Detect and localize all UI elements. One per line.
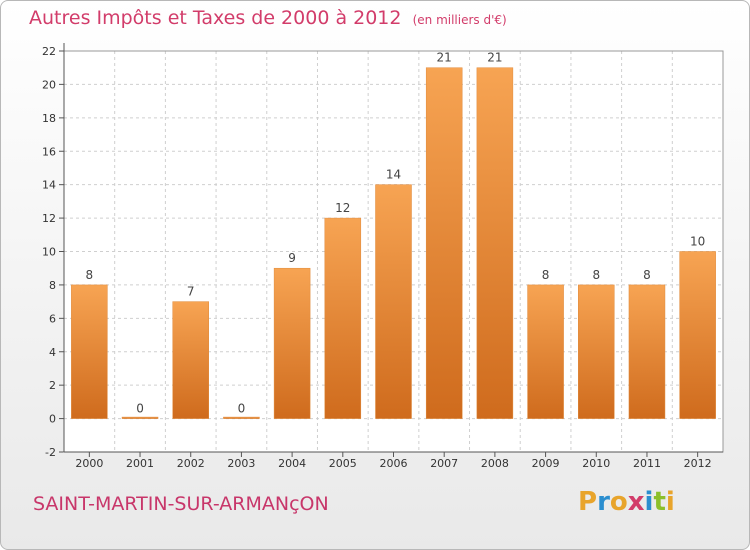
logo-letter: r bbox=[597, 487, 610, 517]
logo-letter: x bbox=[627, 487, 645, 517]
logo-letter: i bbox=[665, 487, 675, 517]
x-tick-label: 2010 bbox=[582, 457, 610, 470]
bar-2007[interactable] bbox=[425, 67, 463, 419]
data-label: 12 bbox=[335, 201, 350, 215]
x-tick-label: 2000 bbox=[75, 457, 103, 470]
data-label: 0 bbox=[136, 402, 144, 416]
y-tick-label: 4 bbox=[49, 346, 56, 359]
data-label: 10 bbox=[690, 235, 705, 249]
axes bbox=[59, 43, 724, 457]
x-tick-label: 2009 bbox=[532, 457, 560, 470]
bar-2012[interactable] bbox=[679, 251, 716, 419]
logo-letter: t bbox=[653, 487, 666, 517]
bar-2006[interactable] bbox=[375, 184, 412, 419]
y-tick-label: 10 bbox=[42, 246, 56, 259]
y-tick-label: 8 bbox=[49, 279, 56, 292]
x-tick-label: 2004 bbox=[278, 457, 306, 470]
x-tick-label: 2001 bbox=[126, 457, 154, 470]
x-tick-label: 2007 bbox=[430, 457, 458, 470]
logo-letter: o bbox=[609, 487, 628, 517]
bar-2008[interactable] bbox=[476, 67, 514, 419]
y-tick-label: 12 bbox=[42, 212, 56, 225]
y-tick-label: 16 bbox=[42, 145, 56, 158]
x-tick-label: 2008 bbox=[481, 457, 509, 470]
proxiti-logo[interactable]: Proxiti bbox=[578, 487, 675, 517]
x-tick-label: 2003 bbox=[227, 457, 255, 470]
bar-2001[interactable] bbox=[121, 416, 159, 419]
bar-2005[interactable] bbox=[324, 217, 362, 419]
data-label: 8 bbox=[542, 268, 550, 282]
title-row: Autres Impôts et Taxes de 2000 à 2012 (e… bbox=[29, 7, 507, 29]
city-name: SAINT-MARTIN-SUR-ARMANçON bbox=[33, 493, 329, 515]
bar-2004[interactable] bbox=[273, 267, 311, 419]
data-label: 8 bbox=[86, 268, 94, 282]
x-tick-label: 2006 bbox=[380, 457, 408, 470]
y-tick-label: 14 bbox=[42, 179, 56, 192]
y-tick-label: 6 bbox=[49, 312, 56, 325]
data-label: 9 bbox=[288, 251, 296, 265]
data-label: 8 bbox=[643, 268, 651, 282]
bar-2011[interactable] bbox=[628, 284, 666, 419]
data-label: 0 bbox=[238, 402, 246, 416]
x-tick-label: 2012 bbox=[684, 457, 712, 470]
data-label: 21 bbox=[487, 51, 502, 65]
bar-2009[interactable] bbox=[527, 284, 564, 419]
data-label: 14 bbox=[386, 168, 401, 182]
bar-2010[interactable] bbox=[578, 284, 615, 419]
y-tick-label: 18 bbox=[42, 112, 56, 125]
y-tick-label: 22 bbox=[42, 45, 56, 58]
bars bbox=[71, 67, 716, 419]
y-tick-label: -2 bbox=[45, 446, 56, 459]
y-tick-label: 2 bbox=[49, 379, 56, 392]
data-label: 7 bbox=[187, 285, 195, 299]
bar-2000[interactable] bbox=[71, 284, 108, 419]
bar-2002[interactable] bbox=[172, 301, 209, 419]
y-tick-label: 0 bbox=[49, 413, 56, 426]
x-tick-label: 2002 bbox=[177, 457, 205, 470]
bar-2003[interactable] bbox=[223, 416, 260, 419]
logo-letter: P bbox=[578, 487, 598, 517]
data-label: 8 bbox=[592, 268, 600, 282]
data-label: 21 bbox=[437, 51, 452, 65]
x-tick-label: 2011 bbox=[633, 457, 661, 470]
chart-subtitle: (en milliers d'€) bbox=[412, 13, 507, 27]
x-tick-label: 2005 bbox=[329, 457, 357, 470]
y-tick-label: 20 bbox=[42, 78, 56, 91]
chart-title: Autres Impôts et Taxes de 2000 à 2012 bbox=[29, 7, 402, 29]
labels: -2 0 2 4 6 8 10 12 14 16 18 20 22 8 2000 0 2001 7 2002 0 200… bbox=[42, 45, 712, 470]
logo-letter: i bbox=[644, 487, 654, 517]
